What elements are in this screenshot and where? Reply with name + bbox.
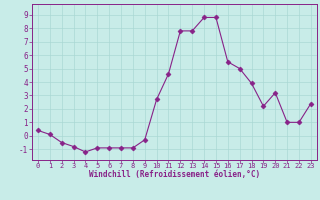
X-axis label: Windchill (Refroidissement éolien,°C): Windchill (Refroidissement éolien,°C) [89,170,260,179]
